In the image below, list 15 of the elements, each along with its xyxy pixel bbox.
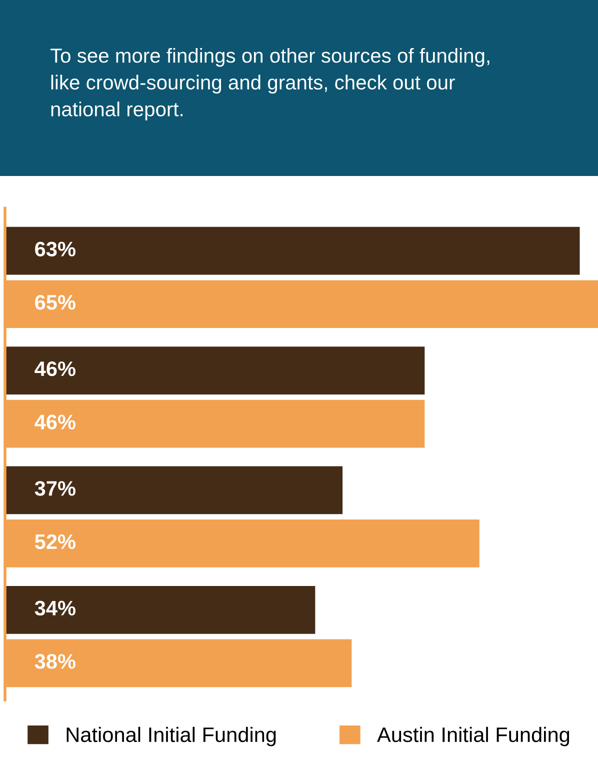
- data-label: 65%: [35, 294, 76, 310]
- legend-label: National Initial Funding: [66, 726, 276, 746]
- data-label: 63%: [35, 242, 76, 256]
- chart-title: To see more findings on other sources of funding, like crowd-sourcing and grants, check out our national report.: [50, 48, 490, 120]
- data-label: 46%: [34, 414, 76, 430]
- data-label: 52%: [34, 534, 76, 550]
- bar: [5, 226, 580, 275]
- bar: [5, 466, 343, 514]
- legend-label: Austin Initial Funding: [377, 726, 570, 746]
- data-label: 38%: [34, 654, 76, 669]
- data-label: 34%: [34, 600, 76, 616]
- bar: [5, 586, 316, 634]
- bar: [5, 346, 425, 394]
- data-label: 37%: [34, 481, 76, 496]
- data-label: 46%: [34, 361, 76, 376]
